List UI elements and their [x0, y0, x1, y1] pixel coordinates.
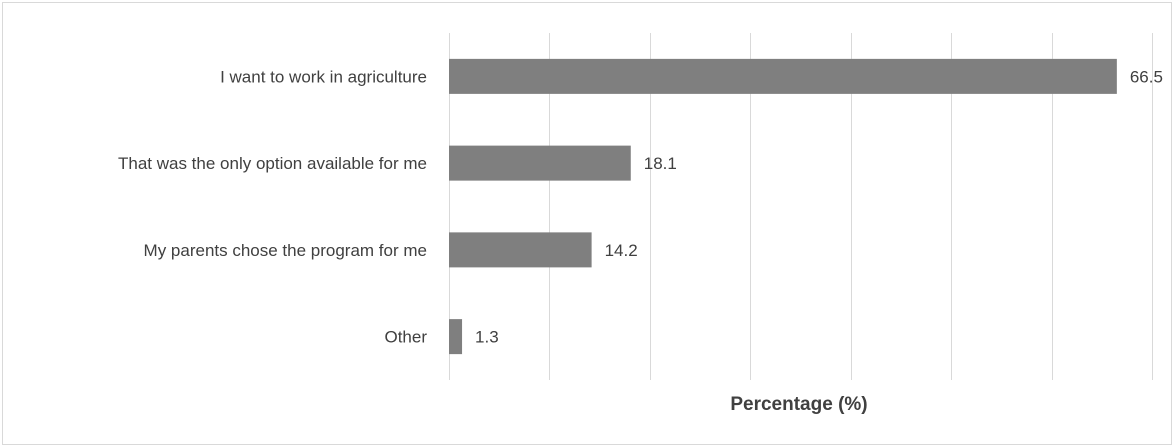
bars — [449, 58, 1117, 355]
data-labels: 66.5 18.1 14.2 1.3 — [475, 67, 1163, 346]
data-label: 14.2 — [605, 241, 638, 260]
bar — [449, 319, 463, 355]
x-axis-title: Percentage (%) — [730, 394, 867, 415]
bar — [449, 58, 1117, 94]
data-label: 18.1 — [644, 154, 677, 173]
bar — [449, 232, 592, 268]
data-label: 1.3 — [475, 328, 499, 347]
data-label: 66.5 — [1130, 67, 1163, 86]
category-label: I want to work in agriculture — [220, 67, 427, 86]
category-label: Other — [384, 328, 427, 347]
category-labels: I want to work in agriculture That was th… — [118, 67, 427, 346]
category-label: My parents chose the program for me — [144, 241, 427, 260]
bar — [449, 145, 631, 181]
category-label: That was the only option available for m… — [118, 154, 427, 173]
